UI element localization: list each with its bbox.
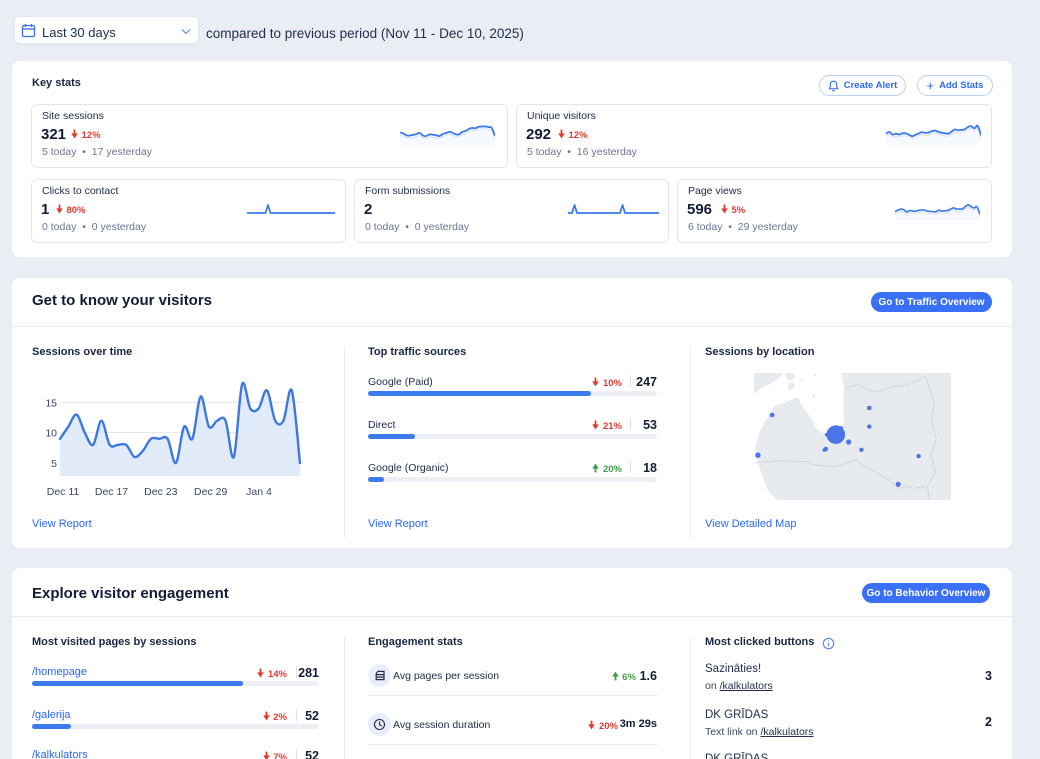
svg-text:Dec 17: Dec 17 [95,486,128,498]
svg-text:Dec 29: Dec 29 [194,486,227,498]
svg-text:5: 5 [51,458,57,470]
svg-text:Jan 4: Jan 4 [246,486,272,498]
svg-text:15: 15 [45,398,57,410]
svg-text:Dec 11: Dec 11 [47,486,80,498]
svg-text:10: 10 [45,428,57,440]
svg-text:Dec 23: Dec 23 [144,486,177,498]
